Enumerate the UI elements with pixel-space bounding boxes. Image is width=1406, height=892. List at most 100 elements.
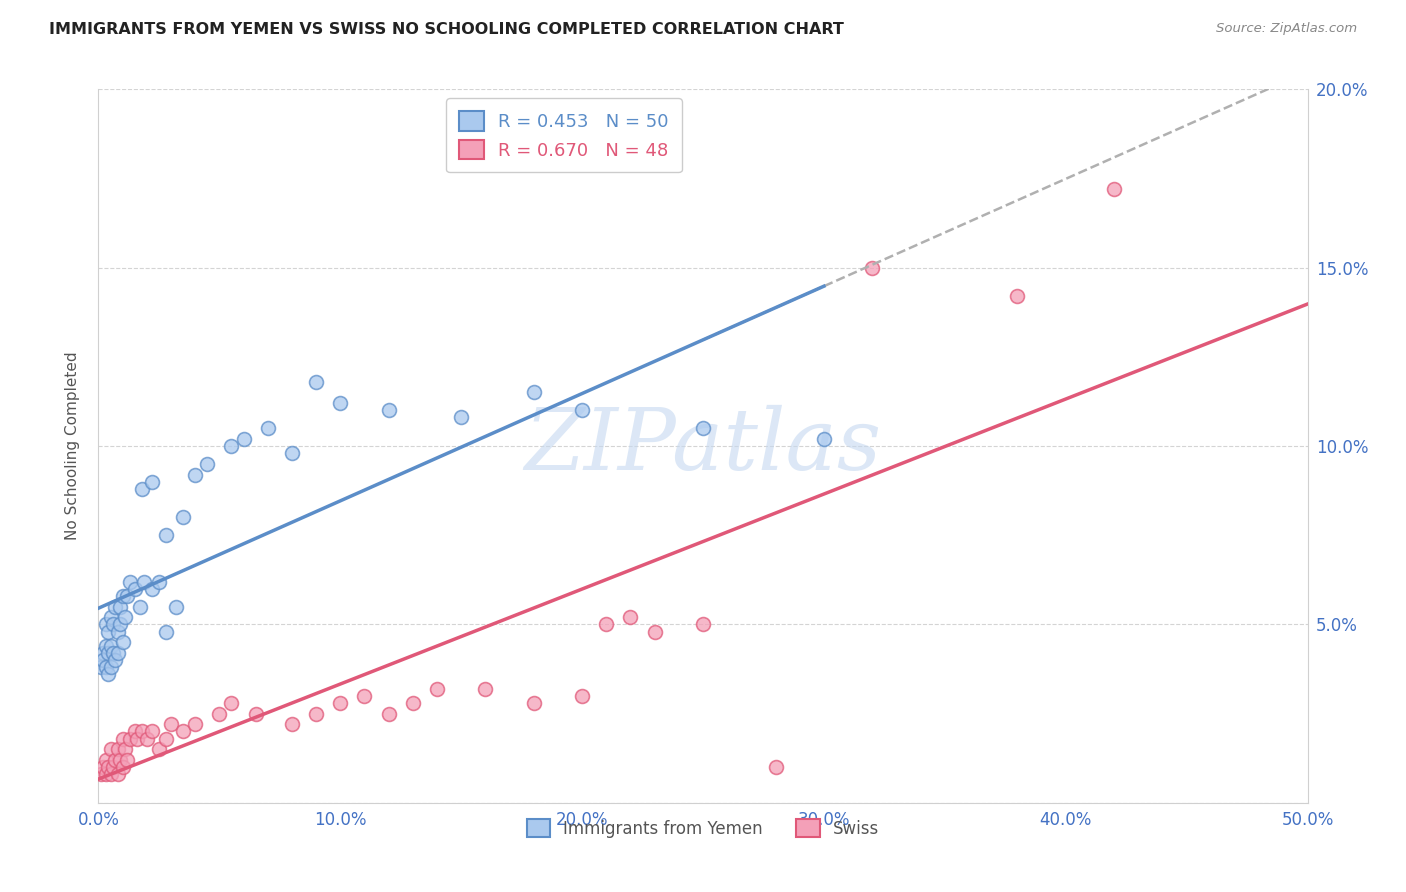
Point — [221, 696, 243, 710]
Point — [101, 646, 124, 660]
Point — [571, 689, 593, 703]
Point — [97, 667, 120, 681]
Point — [97, 624, 120, 639]
Point — [160, 717, 183, 731]
Point — [94, 660, 117, 674]
Point — [195, 457, 218, 471]
Point — [107, 624, 129, 639]
Point — [571, 403, 593, 417]
Point — [523, 696, 546, 710]
Point — [90, 660, 112, 674]
Point — [523, 385, 546, 400]
Y-axis label: No Schooling Completed: No Schooling Completed — [65, 351, 80, 541]
Point — [108, 617, 131, 632]
Point — [377, 403, 399, 417]
Point — [692, 617, 714, 632]
Point — [644, 624, 666, 639]
Point — [94, 617, 117, 632]
Point — [111, 760, 134, 774]
Point — [155, 528, 177, 542]
Legend: Immigrants from Yemen, Swiss: Immigrants from Yemen, Swiss — [520, 813, 886, 845]
Point — [114, 742, 136, 756]
Point — [91, 760, 114, 774]
Point — [402, 696, 425, 710]
Point — [100, 610, 122, 624]
Point — [91, 646, 114, 660]
Point — [104, 753, 127, 767]
Text: Source: ZipAtlas.com: Source: ZipAtlas.com — [1216, 22, 1357, 36]
Point — [141, 475, 163, 489]
Point — [595, 617, 617, 632]
Point — [305, 706, 328, 721]
Point — [426, 681, 449, 696]
Point — [305, 375, 328, 389]
Point — [114, 610, 136, 624]
Point — [107, 767, 129, 781]
Point — [184, 717, 207, 731]
Point — [111, 635, 134, 649]
Point — [100, 742, 122, 756]
Text: ZIPatlas: ZIPatlas — [524, 405, 882, 487]
Point — [474, 681, 496, 696]
Point — [232, 432, 254, 446]
Point — [245, 706, 267, 721]
Point — [101, 617, 124, 632]
Text: IMMIGRANTS FROM YEMEN VS SWISS NO SCHOOLING COMPLETED CORRELATION CHART: IMMIGRANTS FROM YEMEN VS SWISS NO SCHOOL… — [49, 22, 844, 37]
Point — [107, 742, 129, 756]
Point — [104, 653, 127, 667]
Point — [111, 731, 134, 746]
Point — [208, 706, 231, 721]
Point — [141, 724, 163, 739]
Point — [100, 767, 122, 781]
Point — [221, 439, 243, 453]
Point — [329, 396, 352, 410]
Point — [377, 706, 399, 721]
Point — [135, 731, 157, 746]
Point — [141, 582, 163, 596]
Point — [1102, 182, 1125, 196]
Point — [94, 639, 117, 653]
Point — [329, 696, 352, 710]
Point — [155, 624, 177, 639]
Point — [128, 599, 150, 614]
Point — [91, 653, 114, 667]
Point — [131, 724, 153, 739]
Point — [118, 731, 141, 746]
Point — [765, 760, 787, 774]
Point — [100, 660, 122, 674]
Point — [450, 410, 472, 425]
Point — [165, 599, 187, 614]
Point — [127, 731, 149, 746]
Point — [148, 574, 170, 589]
Point — [90, 767, 112, 781]
Point — [281, 446, 304, 460]
Point — [813, 432, 835, 446]
Point — [692, 421, 714, 435]
Point — [172, 510, 194, 524]
Point — [94, 767, 117, 781]
Point — [117, 589, 139, 603]
Point — [101, 760, 124, 774]
Point — [1007, 289, 1029, 303]
Point — [256, 421, 278, 435]
Point — [184, 467, 207, 482]
Point — [155, 731, 177, 746]
Point — [117, 753, 139, 767]
Point — [94, 753, 117, 767]
Point — [124, 582, 146, 596]
Point — [148, 742, 170, 756]
Point — [108, 753, 131, 767]
Point — [97, 646, 120, 660]
Point — [619, 610, 641, 624]
Point — [104, 599, 127, 614]
Point — [97, 760, 120, 774]
Point — [108, 599, 131, 614]
Point — [860, 260, 883, 275]
Point — [107, 646, 129, 660]
Point — [353, 689, 375, 703]
Point — [172, 724, 194, 739]
Point — [131, 482, 153, 496]
Point — [134, 574, 156, 589]
Point — [118, 574, 141, 589]
Point — [281, 717, 304, 731]
